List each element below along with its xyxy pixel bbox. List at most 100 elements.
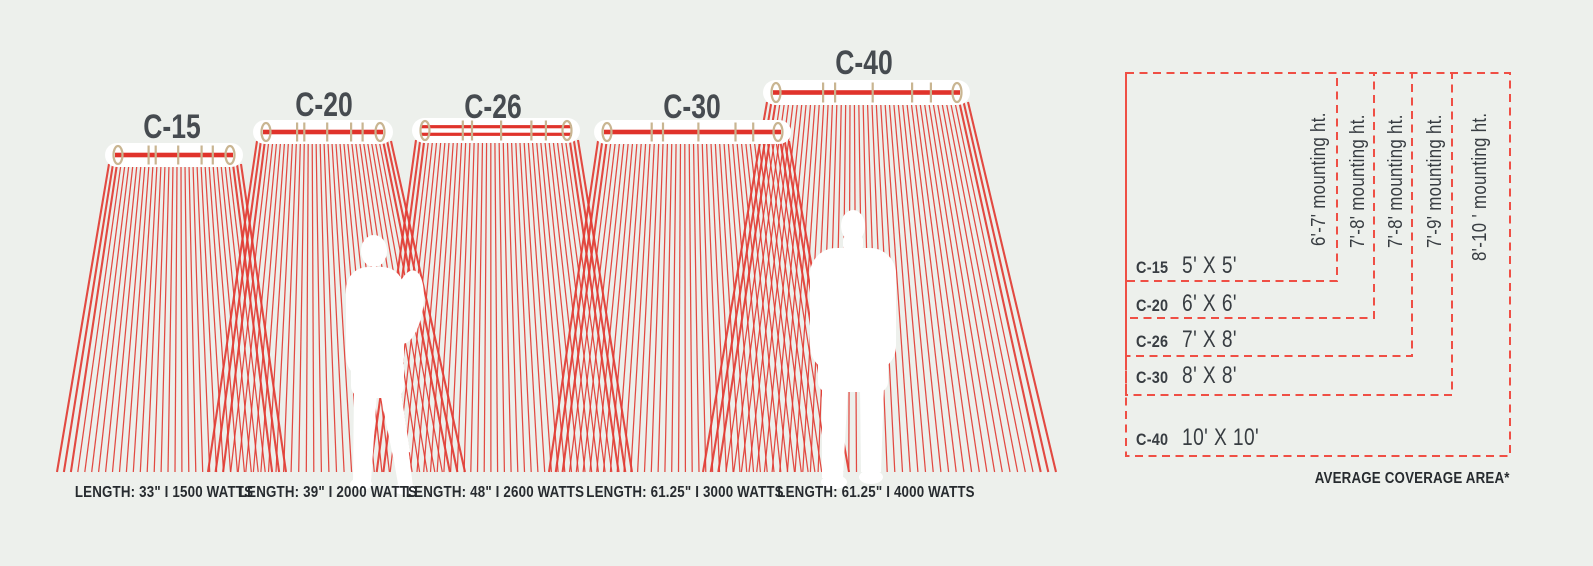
mounting-height-label: 7'-9' mounting ht.	[1422, 114, 1445, 248]
heat-ray	[436, 139, 459, 473]
mount-bracket-icon	[770, 81, 782, 104]
bracket-tick-icon	[147, 145, 150, 165]
heat-ray	[539, 139, 573, 473]
heat-fan-c-15	[55, 163, 288, 473]
length-watts-label-c-15: LENGTH: 33" I 1500 WATTS	[74, 484, 254, 501]
heat-ray	[132, 163, 154, 473]
heater-bar-c-30	[594, 120, 791, 144]
heat-ray	[214, 140, 262, 473]
bracket-tick-icon	[530, 120, 533, 141]
coverage-row-area: 6' X 6'	[1182, 290, 1238, 317]
heat-ray	[576, 139, 634, 473]
bracket-tick-icon	[211, 145, 214, 165]
heat-ray	[443, 139, 463, 473]
mount-bracket-icon	[419, 119, 431, 142]
heat-ray	[616, 140, 643, 473]
mounting-height-label: 8'-10 ' mounting ht.	[1467, 113, 1490, 261]
bracket-tick-icon	[929, 82, 932, 103]
bracket-tick-icon	[296, 122, 299, 142]
mount-bracket-icon	[951, 81, 963, 104]
heater-bar-c-15	[105, 143, 243, 167]
heat-ray	[498, 139, 506, 473]
heat-ray	[740, 140, 775, 473]
heat-ray	[327, 140, 345, 473]
bracket-tick-icon	[350, 122, 353, 142]
heat-ray	[409, 139, 442, 473]
heat-ray	[230, 140, 270, 473]
heat-ray	[212, 163, 239, 473]
bracket-tick-icon	[734, 122, 737, 142]
heat-ray	[506, 139, 519, 473]
heat-ray	[55, 163, 111, 473]
heater-element	[420, 132, 572, 136]
heat-ray	[188, 163, 197, 473]
heat-ray	[756, 101, 799, 473]
heat-ray	[62, 163, 115, 473]
silhouette-part	[361, 235, 387, 267]
model-label-c-30: C-30	[663, 88, 721, 126]
heat-ray	[222, 140, 266, 473]
heat-ray	[527, 139, 553, 473]
heat-ray	[231, 163, 274, 473]
silhouette-part	[822, 386, 848, 478]
heat-ray	[535, 139, 566, 473]
heat-ray	[564, 139, 613, 473]
bracket-tick-icon	[326, 122, 329, 142]
heat-ray	[323, 140, 338, 473]
heat-ray	[104, 163, 138, 473]
heat-ray	[688, 140, 693, 473]
heat-ray	[717, 101, 777, 473]
heat-ray	[671, 140, 677, 473]
silhouette-part	[843, 236, 863, 250]
heat-ray	[483, 139, 488, 473]
heat-ray	[561, 140, 608, 473]
heat-ray	[701, 140, 714, 473]
person-silhouette-left	[346, 235, 424, 495]
heat-ray	[245, 140, 278, 473]
heat-ray	[97, 163, 134, 473]
heat-ray	[786, 101, 816, 473]
heat-ray	[596, 140, 630, 473]
model-label-c-20: C-20	[295, 86, 353, 124]
heater-bar-c-20	[253, 120, 393, 144]
silhouette-part	[353, 392, 377, 482]
bracket-tick-icon	[661, 122, 665, 142]
heat-ray	[692, 140, 700, 473]
bracket-tick-icon	[361, 122, 364, 142]
coverage-box-c-40	[1125, 72, 1511, 457]
heat-ray	[705, 140, 721, 473]
heat-ray	[766, 140, 816, 473]
mount-bracket-icon	[601, 121, 613, 143]
heat-ray	[923, 101, 980, 473]
heat-ray	[888, 101, 919, 473]
heat-ray	[267, 140, 290, 473]
coverage-row-model: C-30	[1136, 368, 1169, 387]
heat-ray	[552, 139, 593, 473]
heat-ray	[547, 140, 600, 473]
heat-ray	[757, 140, 802, 473]
heat-ray	[568, 139, 620, 473]
heat-ray	[544, 139, 579, 473]
heat-ray	[650, 140, 664, 473]
silhouette-part	[860, 386, 884, 472]
silhouette-part	[350, 478, 372, 490]
mount-bracket-icon	[772, 121, 784, 143]
heat-ray	[941, 101, 1011, 473]
heat-ray	[589, 140, 625, 473]
coverage-row-c-40: C-40 10' X 10'	[1136, 424, 1278, 452]
silhouette-part	[392, 446, 413, 490]
heat-ray	[204, 163, 225, 473]
silhouette-part	[859, 470, 883, 484]
heat-ray	[630, 140, 651, 473]
coverage-row-c-26: C-26 7' X 8'	[1136, 326, 1251, 354]
heat-ray	[919, 101, 973, 473]
heat-ray	[174, 163, 178, 473]
bracket-tick-icon	[470, 120, 474, 141]
length-watts-label-c-30: LENGTH: 61.25" I 3000 WATTS	[586, 484, 784, 501]
length-watts-label-c-40: LENGTH: 61.25" I 4000 WATTS	[777, 484, 975, 501]
heat-ray	[727, 140, 755, 473]
bracket-tick-icon	[822, 82, 825, 103]
heat-ray	[763, 101, 803, 473]
heat-ray	[733, 101, 786, 473]
heat-ray	[118, 163, 146, 473]
